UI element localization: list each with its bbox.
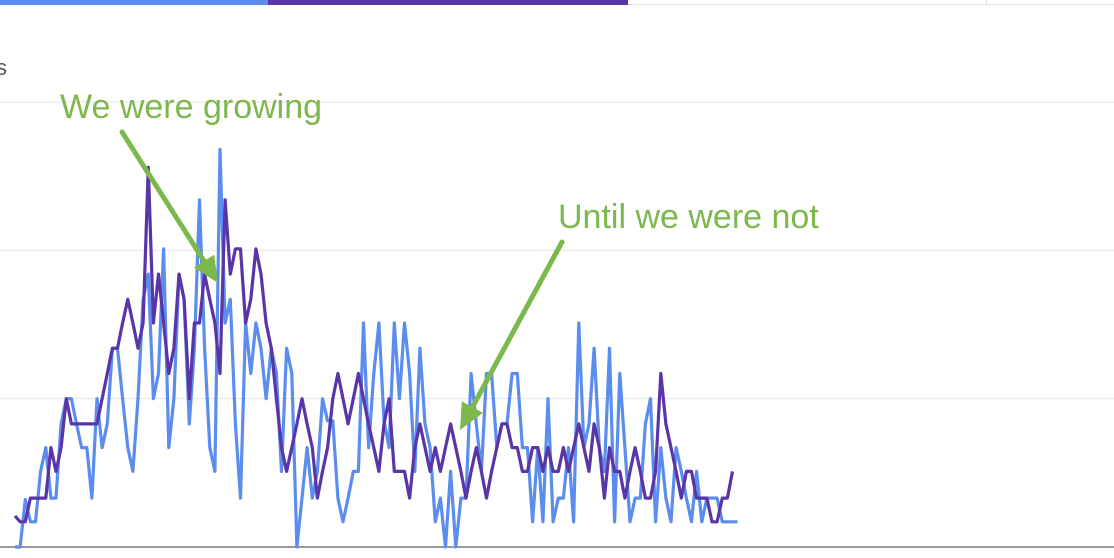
top-divider <box>628 4 1114 5</box>
arrow-decline <box>460 239 565 430</box>
series-line-1 <box>15 147 738 549</box>
axis-label-fragment: s <box>0 55 7 80</box>
annotation-decline: Until we were not <box>558 198 819 236</box>
arrow-growing <box>119 129 218 283</box>
annotation-growing: We were growing <box>60 88 323 126</box>
series-line-2 <box>13 165 735 524</box>
top-divider-tick <box>986 0 987 5</box>
tab-indicator-2[interactable] <box>268 0 628 5</box>
tab-indicator-1[interactable] <box>0 0 268 5</box>
